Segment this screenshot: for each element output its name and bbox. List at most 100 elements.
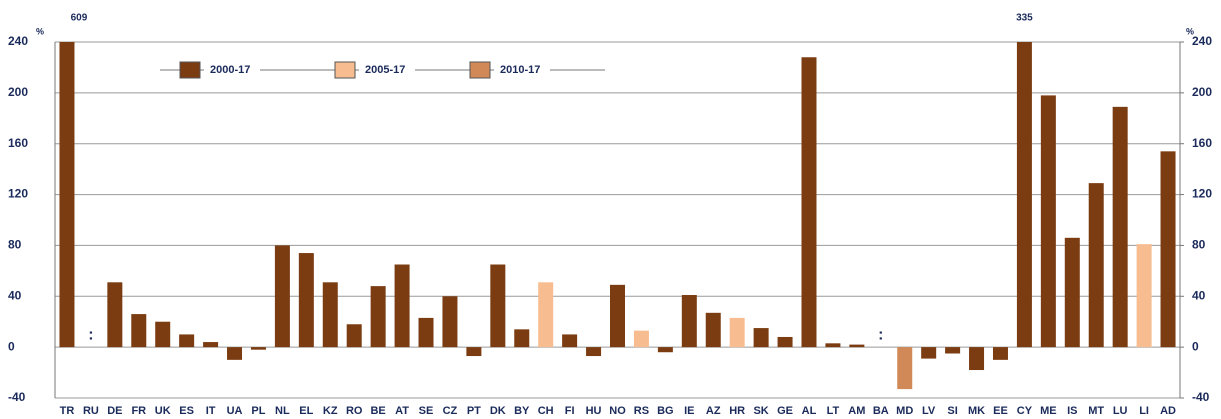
legend-bg (359, 62, 415, 78)
x-tick-label: PL (251, 405, 265, 417)
x-tick-label: PT (467, 405, 481, 417)
x-tick-label: MT (1088, 405, 1104, 417)
bar (1136, 244, 1152, 348)
bar (394, 264, 410, 348)
legend-swatch (469, 61, 491, 79)
y2-tick-label: 120 (1192, 187, 1212, 201)
bar (897, 347, 913, 390)
x-tick-label: HR (729, 405, 745, 417)
legend-bg (204, 62, 260, 78)
y-tick-label: 40 (8, 288, 22, 302)
x-tick-label: FI (565, 405, 575, 417)
x-tick-label: LT (827, 405, 840, 417)
x-tick-label: KZ (323, 405, 338, 417)
bar (274, 245, 290, 348)
y-tick-label: 240 (8, 34, 28, 48)
x-tick-label: RU (83, 405, 99, 417)
bar (729, 317, 745, 348)
bar (538, 282, 554, 348)
y-tick-label: 160 (8, 136, 28, 150)
x-tick-label: IT (206, 405, 216, 417)
bar (849, 344, 865, 348)
x-tick-label: IE (684, 405, 694, 417)
y-tick-label: 0 (8, 339, 15, 353)
x-tick-label: AL (802, 405, 817, 417)
x-tick-label: HU (586, 405, 602, 417)
bar (633, 330, 649, 348)
x-tick-label: MK (968, 405, 985, 417)
bar (298, 253, 314, 348)
bar (370, 286, 386, 348)
x-tick-label: DK (490, 405, 506, 417)
y2-tick-label: 160 (1192, 136, 1212, 150)
x-tick-label: LU (1113, 405, 1128, 417)
bar (681, 295, 697, 348)
bar (418, 317, 434, 348)
bar (59, 42, 75, 348)
x-tick-label: UA (227, 405, 243, 417)
bar (562, 334, 578, 348)
x-tick-label: BA (873, 405, 889, 417)
bar (514, 329, 530, 348)
x-tick-label: AM (848, 405, 865, 417)
x-tick-label: BG (657, 405, 674, 417)
legend-swatch (179, 61, 201, 79)
x-tick-label: EE (993, 405, 1008, 417)
bar (992, 347, 1008, 360)
legend-label: 2000-17 (210, 64, 250, 76)
x-tick-label: BE (370, 405, 385, 417)
x-tick-label: IS (1067, 405, 1077, 417)
x-tick-label: SE (419, 405, 434, 417)
bar (969, 347, 985, 371)
x-tick-label: ME (1040, 405, 1057, 417)
bar (490, 264, 506, 348)
bar (346, 324, 362, 348)
legend-label: 2005-17 (365, 64, 405, 76)
bar (203, 342, 219, 348)
x-tick-label: EL (299, 405, 313, 417)
bar (1112, 106, 1128, 348)
y2-tick-label: 200 (1192, 85, 1212, 99)
annotation: : (88, 326, 93, 343)
x-tick-label: TR (60, 405, 75, 417)
legend-label: 2010-17 (500, 64, 540, 76)
bar (131, 314, 147, 348)
annotation: 335 (1016, 13, 1033, 24)
legend-bg (494, 62, 550, 78)
bar (1016, 42, 1032, 348)
x-tick-label: AT (395, 405, 409, 417)
bar (921, 347, 937, 359)
y2-tick-label: 240 (1192, 34, 1212, 48)
x-tick-label: SI (947, 405, 957, 417)
x-tick-label: FR (131, 405, 146, 417)
x-tick-label: AD (1160, 405, 1176, 417)
y-tick-label: 200 (8, 85, 28, 99)
y-axis-label: % (36, 26, 44, 36)
bar (227, 347, 243, 360)
x-tick-label: CH (538, 405, 554, 417)
x-tick-label: ES (179, 405, 194, 417)
bars (59, 42, 1176, 390)
bar (1064, 237, 1080, 348)
bar (107, 282, 123, 348)
x-tick-label: GE (777, 405, 793, 417)
bar (801, 57, 817, 348)
y-tick-label: 80 (8, 238, 22, 252)
bar (442, 296, 458, 348)
y-tick-label: 120 (8, 187, 28, 201)
bar (466, 347, 482, 357)
annotation: 609 (71, 13, 88, 24)
bar (610, 284, 625, 348)
x-tick-label: NL (275, 405, 290, 417)
bar (825, 343, 841, 348)
x-tick-label: LI (1139, 405, 1149, 417)
y2-tick-label: 0 (1192, 339, 1199, 353)
x-tick-label: NO (609, 405, 626, 417)
bar (945, 347, 961, 354)
legend-swatch (334, 61, 356, 79)
bar (1088, 183, 1104, 348)
x-tick-label: AZ (706, 405, 721, 417)
x-tick-label: SK (753, 405, 768, 417)
annotation: : (878, 326, 883, 343)
